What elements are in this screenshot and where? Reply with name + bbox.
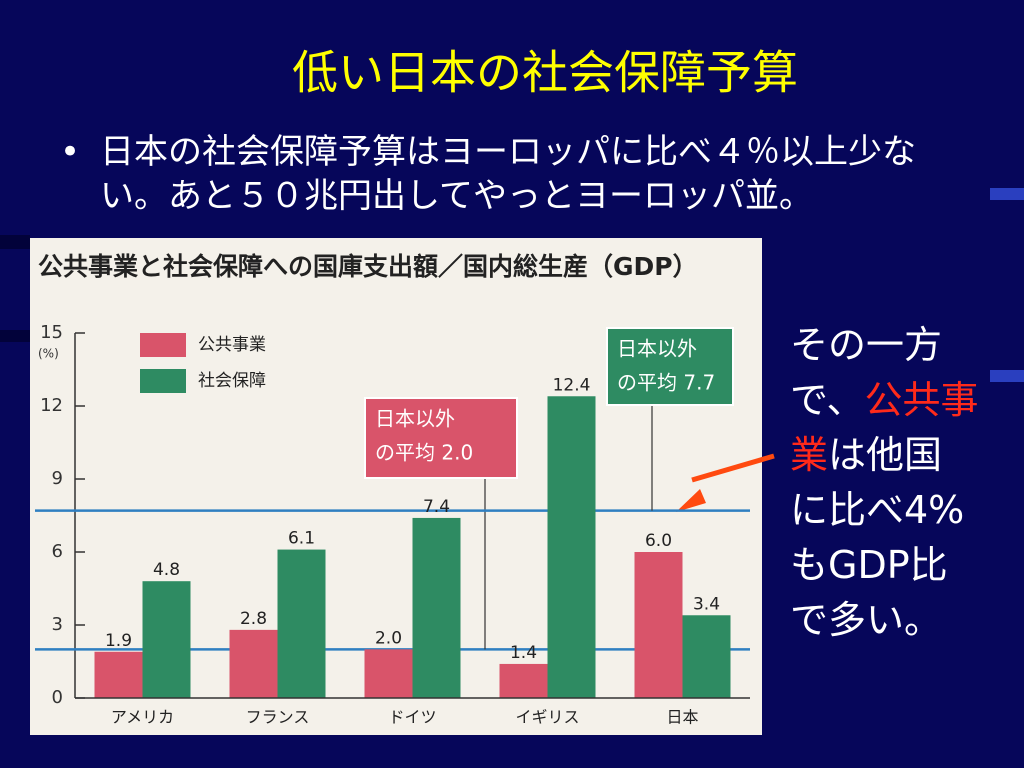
reference-label: の平均 7.7 xyxy=(617,371,715,395)
value-label: 6.0 xyxy=(645,531,672,551)
bullet: • 日本の社会保障予算はヨーロッパに比べ４％以上少ない。あと５０兆円出してやっとヨ… xyxy=(60,130,940,218)
value-label: 3.4 xyxy=(693,594,720,614)
reference-label: の平均 2.0 xyxy=(375,441,473,465)
side-note: その一方で、公共事業は他国に比べ4%もGDP比で多い。 xyxy=(790,318,980,648)
value-label: 2.8 xyxy=(240,609,267,629)
legend-swatch xyxy=(140,369,186,393)
x-tick-label: アメリカ xyxy=(111,708,174,727)
reference-box xyxy=(364,397,518,479)
x-tick-label: 日本 xyxy=(666,708,698,727)
bar xyxy=(94,651,143,698)
bar xyxy=(634,552,683,698)
bullet-text: 日本の社会保障予算はヨーロッパに比べ４％以上少ない。あと５０兆円出してやっとヨー… xyxy=(100,132,916,216)
chart-title: 公共事業と社会保障への国庫支出額／国内総生産（GDP） xyxy=(38,252,698,281)
reference-label: 日本以外 xyxy=(375,407,455,431)
stripe xyxy=(0,235,30,249)
value-label: 4.8 xyxy=(153,560,180,580)
y-unit: (%) xyxy=(38,347,59,361)
bar xyxy=(547,396,596,698)
arrow-shaft xyxy=(691,453,775,483)
stripe xyxy=(0,330,30,342)
value-label: 7.4 xyxy=(423,497,450,517)
bar xyxy=(682,615,731,698)
side-note-part: その一方で、 xyxy=(790,323,943,422)
y-tick-label: 6 xyxy=(52,541,63,562)
x-tick-label: フランス xyxy=(246,708,310,727)
slide-title: 低い日本の社会保障予算 xyxy=(292,46,798,100)
y-tick-label: 12 xyxy=(40,395,63,416)
y-tick-label: 0 xyxy=(52,687,63,708)
bar xyxy=(229,629,278,698)
y-tick-label: 9 xyxy=(52,468,63,489)
value-label: 6.1 xyxy=(288,529,315,549)
legend-swatch xyxy=(140,333,186,357)
bar xyxy=(364,649,413,698)
x-tick-label: ドイツ xyxy=(388,708,436,727)
value-label: 2.0 xyxy=(375,628,402,648)
legend-label: 社会保障 xyxy=(198,371,266,391)
side-note-part: 公共事業 xyxy=(790,378,979,477)
value-label: 12.4 xyxy=(553,375,591,395)
side-note-part: は他国に比べ4%もGDP比で多い。 xyxy=(790,433,965,642)
x-tick-label: イギリス xyxy=(515,708,579,727)
y-tick-label: 15 xyxy=(40,322,63,343)
legend-label: 公共事業 xyxy=(198,335,266,355)
y-tick-label: 3 xyxy=(52,614,63,635)
reference-label: 日本以外 xyxy=(617,337,697,361)
arrow-head xyxy=(676,489,706,512)
value-label: 1.4 xyxy=(510,643,537,663)
value-label: 1.9 xyxy=(105,631,132,651)
bar xyxy=(142,581,191,698)
reference-box xyxy=(606,327,734,406)
bar xyxy=(412,517,461,698)
bar xyxy=(499,663,548,698)
stripe xyxy=(990,370,1024,382)
bar xyxy=(277,549,326,698)
stripe xyxy=(990,188,1024,200)
